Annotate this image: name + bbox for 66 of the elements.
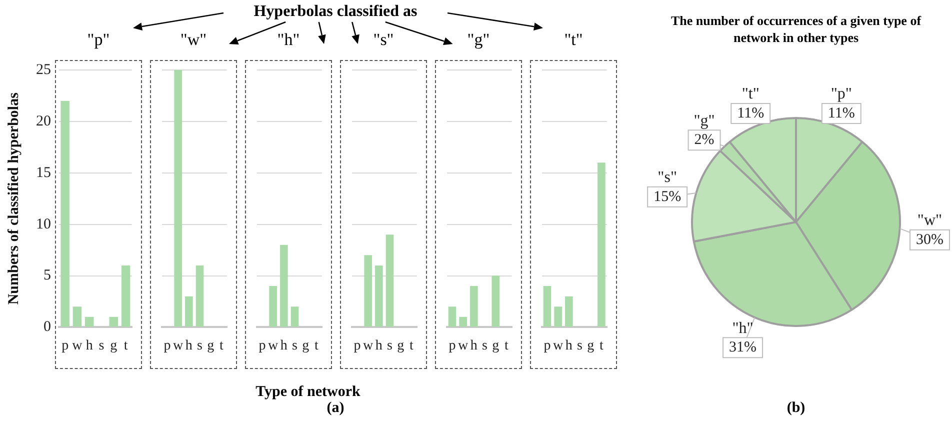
data-label: 2% bbox=[694, 132, 714, 148]
y-tick-label: 5 bbox=[44, 268, 51, 284]
chart-title: "s" bbox=[372, 30, 395, 50]
data-label: 15% bbox=[654, 188, 682, 205]
x-tick-label: w bbox=[72, 338, 84, 354]
x-tick-label: t bbox=[600, 338, 604, 354]
x-tick-label: h bbox=[185, 338, 192, 354]
x-tick-label: w bbox=[553, 338, 564, 354]
x-tick-label: s bbox=[292, 338, 298, 354]
y-tick-label: 25 bbox=[36, 62, 51, 78]
chart-title: "t" bbox=[563, 30, 584, 50]
x-tick-label: p bbox=[354, 338, 361, 354]
x-tick-label: s bbox=[98, 338, 104, 354]
x-tick-label: s bbox=[197, 338, 202, 354]
x-tick-label: w bbox=[268, 338, 280, 354]
x-tick-label: g bbox=[302, 338, 310, 354]
chart-title: "p" bbox=[86, 30, 111, 50]
x-tick-label: g bbox=[207, 338, 214, 354]
data-label: 11% bbox=[737, 105, 764, 122]
x-tick-label: p bbox=[164, 338, 171, 354]
slice-label: "g" bbox=[694, 112, 715, 130]
slice-label: "p" bbox=[830, 86, 852, 103]
data-label: 11% bbox=[828, 105, 855, 122]
x-tick-label: g bbox=[492, 338, 500, 354]
x-tick-label: h bbox=[565, 338, 572, 354]
y-axis-title: Numbers of classified hyperbolas bbox=[6, 92, 22, 305]
x-tick-label: t bbox=[220, 338, 224, 354]
data-label: 31% bbox=[729, 340, 757, 356]
x-tick-label: h bbox=[86, 338, 93, 354]
chart-title: "w" bbox=[179, 30, 208, 50]
x-tick-label: s bbox=[482, 338, 488, 354]
x-tick-label: p bbox=[258, 338, 266, 354]
text: Hyperbolas classified as bbox=[252, 3, 418, 21]
x-tick-label: g bbox=[110, 338, 118, 354]
x-tick-label: w bbox=[363, 338, 374, 354]
chart-title: "g" bbox=[466, 30, 491, 50]
chart-title: "h" bbox=[276, 30, 301, 50]
y-tick-label: 15 bbox=[36, 164, 51, 181]
y-tick-label: 10 bbox=[36, 216, 51, 232]
slice-label: "s" bbox=[658, 169, 677, 186]
x-tick-label: w bbox=[458, 338, 470, 354]
x-tick-label: t bbox=[504, 338, 509, 354]
data-label: 30% bbox=[916, 232, 944, 248]
text: (a) bbox=[326, 400, 346, 417]
slice-label: "t" bbox=[742, 86, 760, 103]
x-tick-label: h bbox=[375, 338, 382, 354]
x-tick-label: t bbox=[124, 338, 128, 354]
x-axis-title: Type of network bbox=[254, 384, 362, 401]
slice-label: "h" bbox=[732, 320, 754, 337]
x-tick-label: s bbox=[387, 338, 392, 354]
x-tick-label: w bbox=[173, 338, 184, 354]
x-tick-label: p bbox=[448, 338, 456, 354]
x-tick-label: g bbox=[397, 338, 404, 354]
x-tick-label: g bbox=[587, 338, 594, 354]
text: (b) bbox=[786, 400, 806, 417]
x-tick-label: t bbox=[314, 338, 319, 354]
x-tick-label: p bbox=[544, 338, 551, 354]
slice-label: "w" bbox=[917, 212, 942, 230]
y-tick-label: 0 bbox=[44, 319, 51, 336]
y-tick-label: 20 bbox=[36, 113, 51, 130]
x-tick-label: p bbox=[62, 338, 69, 354]
x-tick-label: h bbox=[280, 338, 288, 354]
x-tick-label: h bbox=[470, 338, 478, 354]
x-tick-label: t bbox=[410, 338, 414, 354]
x-tick-label: s bbox=[577, 338, 582, 354]
chart-title: The number of occurrences of a given type of network in other types bbox=[670, 12, 922, 46]
